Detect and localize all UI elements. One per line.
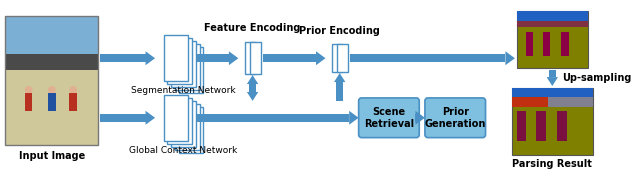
FancyBboxPatch shape: [171, 41, 196, 87]
Polygon shape: [145, 51, 155, 65]
FancyBboxPatch shape: [25, 93, 33, 111]
Text: Segmentation Network: Segmentation Network: [131, 86, 236, 95]
FancyBboxPatch shape: [549, 70, 556, 77]
FancyBboxPatch shape: [167, 38, 192, 84]
Text: Global Context Network: Global Context Network: [129, 146, 237, 155]
FancyBboxPatch shape: [196, 114, 349, 122]
FancyBboxPatch shape: [516, 11, 588, 21]
FancyBboxPatch shape: [557, 111, 566, 141]
FancyBboxPatch shape: [179, 47, 204, 93]
FancyBboxPatch shape: [350, 54, 506, 62]
FancyBboxPatch shape: [337, 44, 348, 72]
FancyBboxPatch shape: [415, 114, 417, 122]
Text: Feature Encoding: Feature Encoding: [204, 23, 301, 33]
Text: Up-sampling: Up-sampling: [562, 73, 631, 83]
Polygon shape: [247, 75, 259, 84]
FancyBboxPatch shape: [5, 70, 98, 145]
Text: Input Image: Input Image: [19, 151, 85, 161]
Polygon shape: [247, 92, 259, 101]
Circle shape: [69, 86, 77, 94]
Text: Prior Encoding: Prior Encoding: [300, 26, 380, 36]
Polygon shape: [316, 51, 326, 65]
FancyBboxPatch shape: [425, 98, 486, 138]
FancyBboxPatch shape: [179, 107, 204, 153]
Polygon shape: [229, 51, 238, 65]
FancyBboxPatch shape: [543, 32, 550, 56]
FancyBboxPatch shape: [250, 42, 260, 74]
Circle shape: [48, 86, 56, 94]
FancyBboxPatch shape: [516, 21, 588, 27]
FancyBboxPatch shape: [5, 54, 98, 70]
FancyBboxPatch shape: [175, 104, 200, 150]
FancyBboxPatch shape: [337, 82, 343, 101]
FancyBboxPatch shape: [561, 32, 569, 56]
Polygon shape: [145, 111, 155, 125]
Circle shape: [25, 86, 33, 94]
FancyBboxPatch shape: [167, 98, 192, 144]
Text: Prior
Generation: Prior Generation: [424, 107, 486, 129]
Polygon shape: [547, 77, 558, 86]
FancyBboxPatch shape: [263, 54, 316, 62]
FancyBboxPatch shape: [196, 54, 229, 62]
FancyBboxPatch shape: [512, 97, 593, 107]
FancyBboxPatch shape: [332, 44, 342, 72]
FancyBboxPatch shape: [164, 35, 188, 81]
FancyBboxPatch shape: [100, 114, 145, 122]
FancyBboxPatch shape: [164, 95, 188, 141]
Polygon shape: [334, 73, 346, 82]
Polygon shape: [415, 111, 425, 125]
Polygon shape: [349, 111, 358, 125]
Text: Scene
Retrieval: Scene Retrieval: [364, 107, 414, 129]
FancyBboxPatch shape: [48, 93, 56, 111]
FancyBboxPatch shape: [512, 88, 593, 155]
FancyBboxPatch shape: [536, 111, 546, 141]
Text: Parsing Result: Parsing Result: [513, 159, 592, 169]
FancyBboxPatch shape: [516, 11, 588, 68]
FancyBboxPatch shape: [249, 84, 256, 92]
FancyBboxPatch shape: [548, 97, 593, 107]
FancyBboxPatch shape: [517, 111, 527, 141]
FancyBboxPatch shape: [526, 32, 533, 56]
Polygon shape: [506, 51, 515, 65]
FancyBboxPatch shape: [244, 42, 255, 74]
FancyBboxPatch shape: [171, 101, 196, 146]
FancyBboxPatch shape: [512, 88, 593, 97]
FancyBboxPatch shape: [175, 44, 200, 90]
FancyBboxPatch shape: [100, 54, 145, 62]
FancyBboxPatch shape: [5, 16, 98, 54]
FancyBboxPatch shape: [69, 93, 77, 111]
FancyBboxPatch shape: [358, 98, 419, 138]
